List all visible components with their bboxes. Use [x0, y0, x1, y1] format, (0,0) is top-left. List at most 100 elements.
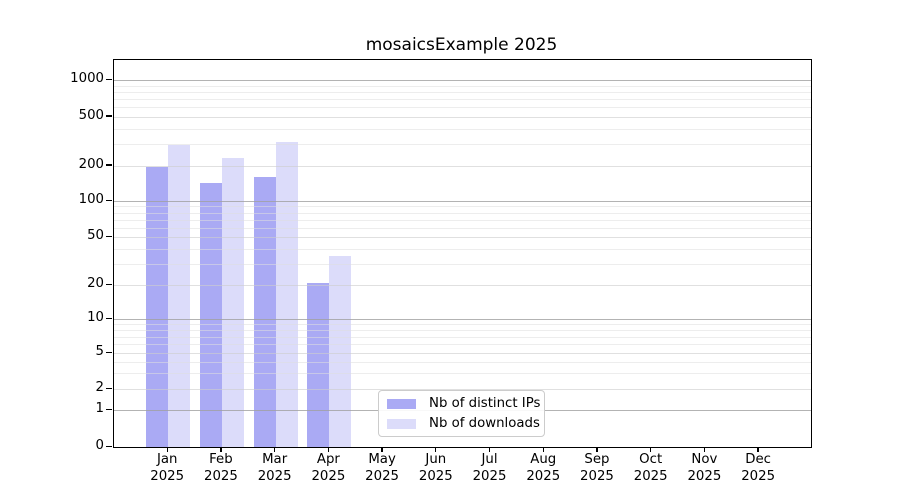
- chart-title: mosaicsExample 2025: [365, 35, 558, 55]
- y-tick-label: 5: [95, 344, 104, 360]
- gridline-60: [114, 227, 811, 229]
- gridline-300: [114, 144, 811, 146]
- gridline-80: [114, 212, 811, 214]
- bar-distinct-ips-jan: [146, 167, 169, 447]
- y-tick-mark: [106, 115, 112, 117]
- y-tick-mark: [106, 199, 112, 201]
- gridline-800: [114, 92, 811, 94]
- y-tick-mark: [106, 387, 112, 390]
- x-tick-label-oct: Oct 2025: [620, 452, 682, 485]
- legend-swatch-distinct-ips: [387, 398, 416, 409]
- y-tick-label: 0: [95, 438, 104, 453]
- x-tick-month: Oct: [639, 452, 663, 467]
- x-tick-month: Jan: [156, 452, 178, 467]
- x-tick-month: Apr: [316, 452, 340, 467]
- x-tick-label-jan: Jan 2025: [136, 452, 198, 485]
- plot-area: [113, 59, 812, 448]
- x-tick-mark: [757, 447, 759, 453]
- bar-downloads-feb: [221, 157, 244, 447]
- x-tick-label-may: May 2025: [351, 452, 413, 485]
- gridline-100: [114, 201, 811, 202]
- x-tick-month: Mar: [262, 452, 288, 467]
- gridline-7: [114, 336, 811, 338]
- x-tick-month: Nov: [691, 452, 718, 467]
- y-tick-label: 500: [78, 107, 104, 123]
- gridline-1000: [114, 80, 811, 82]
- x-tick-year: 2025: [257, 468, 292, 484]
- y-tick-mark: [106, 235, 112, 237]
- legend-item-distinct-ips: Nb of distinct IPs: [387, 396, 540, 412]
- gridline-10: [114, 319, 811, 320]
- x-tick-label-aug: Aug 2025: [512, 452, 574, 485]
- x-tick-year: 2025: [365, 468, 399, 484]
- gridline-200: [114, 165, 811, 167]
- y-tick-label: 50: [87, 228, 104, 243]
- gridline-4: [114, 362, 811, 364]
- x-tick-label-jul: Jul 2025: [459, 452, 521, 485]
- x-tick-mark: [596, 447, 598, 453]
- x-tick-year: 2025: [311, 468, 346, 484]
- x-tick-label-apr: Apr 2025: [297, 452, 359, 485]
- gridline-5: [114, 353, 811, 355]
- gridline-40: [114, 248, 811, 250]
- x-tick-label-feb: Feb 2025: [190, 452, 252, 485]
- x-tick-label-sep: Sep 2025: [566, 452, 628, 485]
- x-tick-mark: [327, 447, 330, 453]
- bar-downloads-jan: [168, 144, 191, 447]
- y-tick-label: 200: [78, 156, 104, 172]
- x-tick-month: Aug: [530, 452, 557, 467]
- x-tick-month: Sep: [584, 452, 610, 467]
- x-tick-mark: [542, 447, 544, 453]
- bar-distinct-ips-apr: [307, 282, 330, 447]
- x-tick-mark: [649, 447, 652, 453]
- x-tick-label-nov: Nov 2025: [673, 452, 735, 485]
- y-tick-label: 2: [95, 380, 104, 396]
- gridline-700: [114, 99, 811, 101]
- y-tick-label: 1000: [70, 71, 104, 87]
- x-tick-mark: [435, 447, 437, 453]
- y-tick-mark: [106, 408, 112, 410]
- y-tick-label: 100: [78, 192, 104, 207]
- x-tick-label-dec: Dec 2025: [727, 452, 789, 485]
- x-tick-year: 2025: [526, 468, 561, 484]
- gridline-600: [114, 107, 811, 109]
- x-tick-month: May: [368, 452, 396, 467]
- y-tick-mark: [106, 351, 112, 354]
- gridline-9: [114, 324, 811, 326]
- gridline-30: [114, 263, 811, 265]
- x-tick-year: 2025: [150, 468, 185, 484]
- x-tick-mark: [166, 447, 168, 453]
- x-tick-year: 2025: [687, 468, 722, 484]
- legend-item-downloads: Nb of downloads: [387, 416, 540, 432]
- x-tick-year: 2025: [741, 468, 776, 484]
- y-tick-mark: [106, 283, 112, 286]
- y-tick-label: 1: [95, 401, 104, 416]
- gridline-2: [114, 389, 811, 391]
- y-tick-mark: [106, 164, 112, 166]
- x-tick-month: Feb: [209, 452, 233, 467]
- x-tick-mark: [220, 447, 222, 453]
- x-tick-year: 2025: [203, 468, 238, 484]
- gridline-70: [114, 219, 811, 221]
- gridline-6: [114, 344, 811, 346]
- bar-distinct-ips-mar: [253, 176, 276, 447]
- bar-downloads-apr: [329, 255, 352, 447]
- gridline-400: [114, 128, 811, 130]
- x-tick-mark: [703, 447, 706, 453]
- gridline-900: [114, 85, 811, 87]
- y-tick-mark: [106, 78, 112, 81]
- x-tick-mark: [381, 447, 383, 453]
- gridline-50: [114, 237, 811, 238]
- x-tick-year: 2025: [418, 468, 453, 484]
- legend-label-distinct-ips: Nb of distinct IPs: [429, 395, 541, 411]
- x-tick-year: 2025: [472, 468, 507, 484]
- x-tick-label-mar: Mar 2025: [244, 452, 306, 485]
- x-tick-label-jun: Jun 2025: [405, 452, 467, 485]
- y-tick-mark: [106, 445, 112, 447]
- legend-label-downloads: Nb of downloads: [429, 415, 540, 431]
- x-tick-month: Jun: [425, 452, 447, 467]
- x-tick-month: Dec: [745, 452, 771, 467]
- gridline-500: [114, 116, 811, 118]
- bar-downloads-mar: [275, 141, 298, 447]
